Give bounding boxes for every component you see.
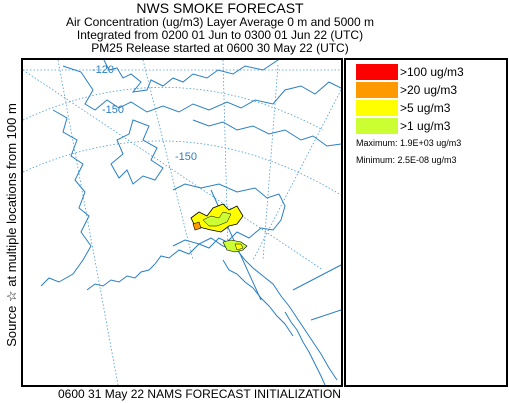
plume-5-ug-south bbox=[234, 243, 244, 251]
legend-swatch bbox=[356, 64, 398, 80]
coast-beaufort bbox=[192, 119, 341, 147]
graticule-line bbox=[57, 60, 119, 385]
minimum-value: Minimum: 2.5E-08 ug/m3 bbox=[356, 155, 457, 165]
legend-label: >100 ug/m3 bbox=[400, 65, 464, 79]
legend-label: >1 ug/m3 bbox=[400, 119, 451, 133]
plume-1-ug bbox=[202, 211, 232, 227]
legend-label: >20 ug/m3 bbox=[400, 83, 458, 97]
coast-gulf-alaska bbox=[172, 237, 338, 381]
plume-20-ug bbox=[192, 221, 202, 231]
legend-item: >20 ug/m3 bbox=[356, 82, 457, 98]
concentration-subtitle: Air Concentration (ug/m3) Layer Average … bbox=[66, 15, 374, 29]
alaska-map: -120 -150 -150 bbox=[23, 60, 341, 385]
chart-title: NWS SMOKE FORECAST bbox=[136, 0, 304, 16]
coast-bc bbox=[284, 311, 326, 385]
coast-archipelago bbox=[62, 65, 341, 113]
graticule-line bbox=[262, 64, 279, 261]
forecast-initialization: 0600 31 May 22 NAMS FORECAST INITIALIZAT… bbox=[58, 387, 341, 401]
coastlines bbox=[40, 60, 341, 385]
plume-1-ug-south bbox=[222, 239, 248, 253]
legend-panel: >100 ug/m3 >20 ug/m3 >5 ug/m3 >1 ug/m3 M… bbox=[344, 58, 508, 387]
graticule-label: -150 bbox=[175, 151, 197, 163]
graticule-line bbox=[252, 89, 341, 261]
coast-north bbox=[103, 60, 279, 93]
coast-alaska-west bbox=[154, 193, 286, 265]
border-bc bbox=[292, 264, 341, 291]
graticule-label: -120 bbox=[92, 64, 114, 76]
maximum-value: Maximum: 1.9E+03 ug/m3 bbox=[356, 138, 462, 148]
graticule bbox=[23, 60, 341, 385]
legend-label: >5 ug/m3 bbox=[400, 101, 451, 115]
smoke-plumes bbox=[190, 203, 248, 253]
graticule-line bbox=[142, 60, 194, 261]
graticule-line bbox=[23, 87, 324, 131]
legend-swatch bbox=[356, 100, 398, 116]
graticule-label: -150 bbox=[102, 104, 124, 116]
legend-swatch bbox=[356, 82, 398, 98]
border-interior bbox=[310, 309, 341, 321]
release-info: PM25 Release started at 0600 30 May 22 (… bbox=[91, 41, 349, 55]
legend-item: >5 ug/m3 bbox=[356, 100, 450, 116]
graticule-line bbox=[23, 140, 341, 196]
coast-panhandle bbox=[222, 259, 294, 337]
legend-swatch bbox=[356, 118, 398, 134]
coast-hudson bbox=[40, 109, 92, 287]
coast-aleutians bbox=[86, 263, 156, 291]
source-side-label-container: Source ☆ at multiple locations from 100 … bbox=[0, 0, 22, 403]
legend-item: >1 ug/m3 bbox=[356, 118, 450, 134]
map-panel: -120 -150 -150 bbox=[21, 58, 343, 387]
coast-island bbox=[110, 119, 164, 185]
source-side-label: Source ☆ at multiple locations from 100 … bbox=[4, 103, 19, 347]
graticule-line bbox=[23, 69, 324, 271]
integration-period: Integrated from 0200 01 Jun to 0300 01 J… bbox=[76, 28, 364, 42]
coast-arctic-alaska bbox=[172, 183, 280, 199]
legend-item: >100 ug/m3 bbox=[356, 64, 464, 80]
